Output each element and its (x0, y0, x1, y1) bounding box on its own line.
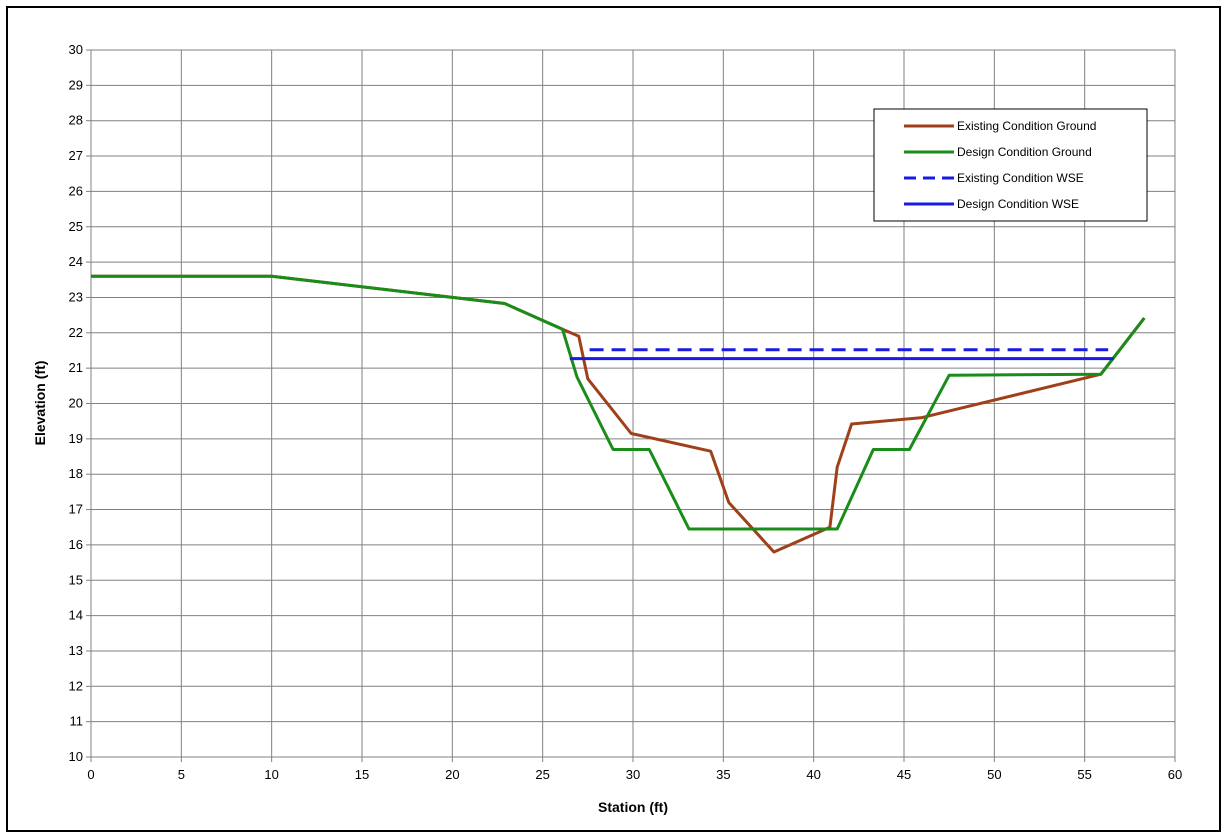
series-line-design-condition-ground (91, 274, 1146, 531)
y-tick-label: 16 (69, 537, 83, 552)
x-tick-label: 35 (716, 767, 730, 782)
x-tick-label: 5 (178, 767, 185, 782)
y-tick-label: 29 (69, 77, 83, 92)
x-axis-title: Station (ft) (598, 799, 668, 815)
y-tick-label: 28 (69, 113, 83, 128)
y-tick-label: 13 (69, 643, 83, 658)
x-tick-label: 10 (264, 767, 278, 782)
legend-label: Design Condition Ground (957, 145, 1092, 159)
y-axis-title: Elevation (ft) (32, 361, 48, 446)
x-tick-label: 15 (355, 767, 369, 782)
x-tick-label: 55 (1077, 767, 1091, 782)
legend-label: Existing Condition WSE (957, 171, 1084, 185)
y-tick-label: 10 (69, 749, 83, 764)
y-tick-label: 26 (69, 183, 83, 198)
y-tick-label: 11 (70, 714, 84, 729)
y-tick-label: 17 (69, 502, 83, 517)
x-tick-label: 0 (87, 767, 94, 782)
y-tick-label: 18 (69, 466, 83, 481)
x-tick-label: 25 (535, 767, 549, 782)
legend-label: Design Condition WSE (957, 197, 1079, 211)
y-tick-label: 22 (69, 325, 83, 340)
y-tick-label: 19 (69, 431, 83, 446)
y-tick-label: 25 (69, 219, 83, 234)
y-tick-label: 12 (69, 678, 83, 693)
legend-box (873, 108, 1148, 222)
y-tick-label: 21 (69, 360, 83, 375)
legend: Existing Condition Ground Design Conditio… (873, 108, 1148, 222)
x-tick-label: 40 (806, 767, 820, 782)
x-tick-label: 50 (987, 767, 1001, 782)
x-tick-labels: 0 5 10 15 20 25 30 35 40 45 50 55 60 (87, 757, 1182, 782)
y-tick-labels: 10 11 12 13 14 15 16 17 18 19 20 21 22 23 24 25 26 27 28 29… (69, 42, 91, 764)
legend-label: Existing Condition Ground (957, 119, 1096, 133)
y-tick-label: 14 (69, 608, 83, 623)
x-tick-label: 60 (1168, 767, 1182, 782)
y-tick-label: 20 (69, 396, 83, 411)
x-tick-label: 30 (626, 767, 640, 782)
y-tick-label: 27 (69, 148, 83, 163)
x-tick-label: 20 (445, 767, 459, 782)
series-layer (91, 274, 1146, 554)
y-tick-label: 30 (69, 42, 83, 57)
y-tick-label: 24 (69, 254, 83, 269)
y-tick-label: 15 (69, 572, 83, 587)
x-tick-label: 45 (897, 767, 911, 782)
y-tick-label: 23 (69, 289, 83, 304)
